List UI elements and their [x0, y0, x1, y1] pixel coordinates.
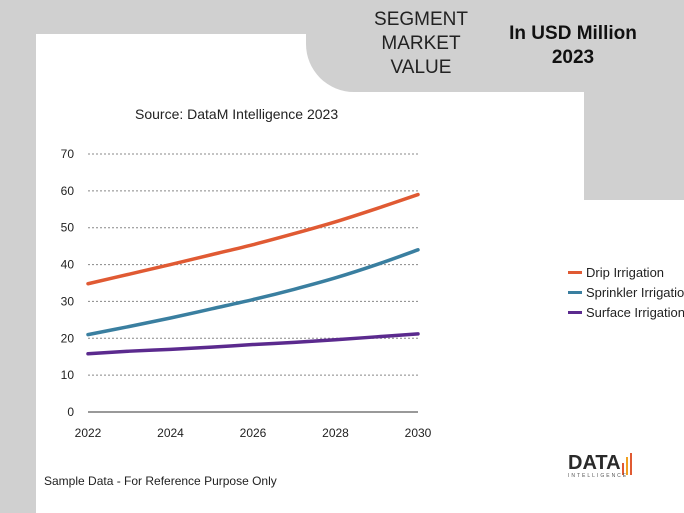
chart-legend: Drip Irrigation Sprinkler Irrigation Sur…: [568, 262, 684, 322]
y-tick-label-60: 60: [61, 184, 75, 198]
x-tick-label-2030: 2030: [405, 426, 432, 440]
usd-million-title: In USD Million 2023: [509, 23, 637, 68]
y-tick-label-20: 20: [61, 331, 75, 345]
chart-card: [36, 34, 684, 513]
segment-market-value-title: SEGMENT MARKET VALUE: [374, 9, 468, 78]
y-tick-label-10: 10: [61, 368, 75, 382]
y-tick-label-30: 30: [61, 294, 75, 308]
y-tick-label-50: 50: [61, 221, 75, 235]
sprinkler-irrigation-line: [86, 248, 420, 337]
legend-label-sprinkler: Sprinkler Irrigation: [586, 284, 684, 300]
header-panel: [584, 0, 684, 200]
sample-data-footnote: Sample Data - For Reference Purpose Only: [44, 474, 277, 488]
datam-logo: DATA INTELLIGENCE: [568, 452, 644, 492]
legend-item-sprinkler: Sprinkler Irrigation: [568, 282, 684, 302]
legend-label-drip: Drip Irrigation: [586, 264, 665, 280]
x-tick-label-2028: 2028: [322, 426, 349, 440]
logo-subtitle: INTELLIGENCE: [568, 473, 629, 479]
x-tick-label-2026: 2026: [240, 426, 267, 440]
drip-irrigation-line: [86, 192, 420, 286]
legend-swatch-drip: [568, 270, 582, 274]
logo-bars-icon: [621, 453, 632, 475]
legend-item-surface: Surface Irrigation: [568, 302, 684, 322]
logo-row: DATA: [568, 452, 644, 475]
y-tick-label-0: 0: [67, 405, 74, 419]
surface-irrigation-line: [86, 332, 420, 356]
legend-swatch-surface: [568, 310, 582, 314]
source-caption: Source: DataM Intelligence 2023: [135, 106, 339, 122]
x-tick-label-2022: 2022: [75, 426, 102, 440]
y-tick-label-70: 70: [61, 147, 75, 161]
x-tick-label-2024: 2024: [157, 426, 184, 440]
legend-item-drip: Drip Irrigation: [568, 262, 684, 282]
logo-text: DATA: [568, 452, 621, 474]
y-tick-label-40: 40: [61, 258, 75, 272]
legend-swatch-sprinkler: [568, 290, 582, 294]
legend-label-surface: Surface Irrigation: [586, 304, 684, 320]
